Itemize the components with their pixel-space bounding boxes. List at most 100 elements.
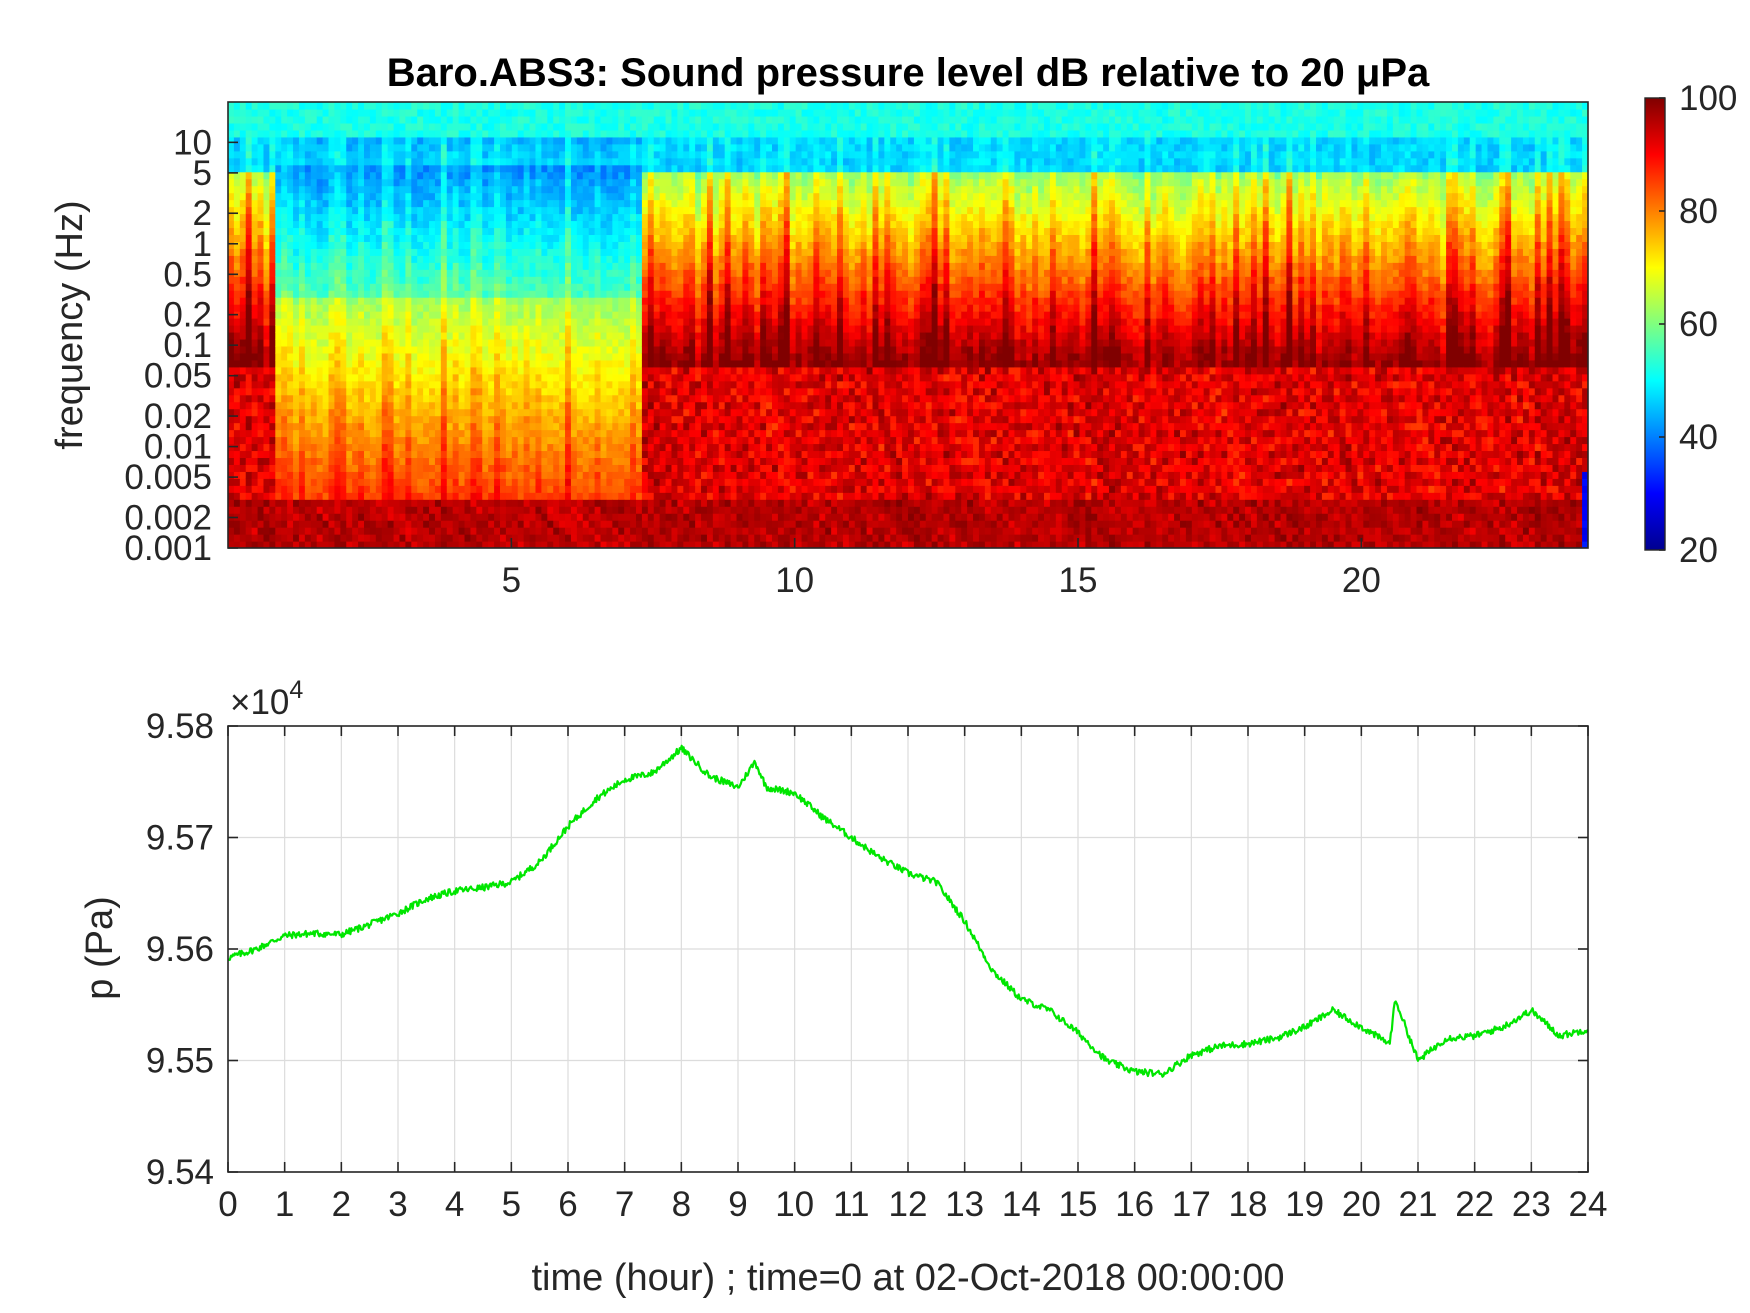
- heatmap-cell: [233, 213, 241, 222]
- heatmap-cell: [257, 373, 265, 382]
- heatmap-cell: [233, 115, 241, 124]
- heatmap-cell: [488, 122, 495, 131]
- heatmap-cell: [659, 262, 667, 270]
- heatmap-cell: [228, 108, 235, 117]
- heatmap-cell: [346, 387, 353, 396]
- heatmap-cell: [434, 492, 442, 500]
- heatmap-cell: [665, 443, 673, 452]
- heatmap-cell: [334, 478, 341, 486]
- heatmap-cell: [612, 220, 619, 229]
- heatmap-cell: [287, 143, 294, 152]
- heatmap-cell: [387, 290, 395, 298]
- heatmap-cell: [653, 492, 661, 500]
- heatmap-cell: [322, 262, 330, 270]
- heatmap-cell: [594, 352, 602, 361]
- heatmap-cell: [659, 192, 667, 201]
- heatmap-cell: [358, 220, 365, 229]
- heatmap-cell: [612, 415, 619, 424]
- heatmap-cell: [446, 102, 454, 110]
- heatmap-cell: [529, 102, 537, 110]
- heatmap-cell: [458, 283, 466, 291]
- heatmap-cell: [293, 527, 300, 535]
- heatmap-cell: [340, 115, 347, 124]
- heatmap-cell: [500, 331, 507, 340]
- heatmap-cell: [269, 157, 276, 166]
- heatmap-cell: [636, 331, 643, 340]
- heatmap-cell: [547, 394, 554, 403]
- heatmap-cell: [523, 478, 531, 486]
- heatmap-cell: [636, 485, 643, 493]
- heatmap-cell: [281, 506, 288, 514]
- heatmap-cell: [275, 171, 282, 180]
- heatmap-cell: [293, 380, 300, 389]
- heatmap-cell: [328, 136, 336, 145]
- heatmap-cell: [393, 401, 401, 410]
- heatmap-cell: [434, 520, 442, 528]
- heatmap-cell: [328, 262, 336, 270]
- heatmap-cell: [405, 311, 412, 319]
- heatmap-cell: [547, 331, 554, 340]
- heatmap-cell: [565, 325, 572, 333]
- heatmap-cell: [488, 143, 495, 152]
- heatmap-cell: [251, 506, 259, 514]
- heatmap-cell: [358, 311, 365, 319]
- heatmap-cell: [440, 394, 448, 403]
- heatmap-cell: [239, 387, 247, 396]
- heatmap-cell: [665, 255, 673, 263]
- heatmap-cell: [529, 192, 537, 201]
- heatmap-cell: [446, 401, 454, 410]
- heatmap-cell: [594, 457, 602, 465]
- heatmap-cell: [423, 122, 430, 131]
- heatmap-cell: [322, 311, 330, 319]
- heatmap-cell: [470, 283, 477, 291]
- heatmap-cell: [523, 115, 531, 124]
- heatmap-cell: [494, 499, 501, 507]
- heatmap-cell: [482, 213, 489, 222]
- heatmap-cell: [440, 171, 448, 180]
- heatmap-cell: [636, 213, 643, 222]
- heatmap-cell: [547, 297, 554, 305]
- heatmap-cell: [547, 485, 554, 493]
- heatmap-cell: [233, 227, 241, 236]
- heatmap-cell: [310, 248, 318, 256]
- heatmap-cell: [346, 429, 353, 438]
- heatmap-cell: [358, 115, 365, 124]
- heatmap-cell: [529, 443, 537, 452]
- heatmap-cell: [452, 192, 460, 201]
- heatmap-cell: [417, 178, 424, 187]
- heatmap-cell: [334, 366, 341, 375]
- heatmap-cell: [529, 359, 537, 368]
- heatmap-cell: [553, 143, 560, 152]
- heatmap-cell: [287, 185, 294, 194]
- heatmap-cell: [405, 283, 412, 291]
- heatmap-cell: [647, 290, 655, 298]
- heatmap-cell: [565, 464, 572, 472]
- heatmap-cell: [653, 478, 661, 486]
- heatmap-cell: [647, 276, 655, 284]
- heatmap-cell: [535, 241, 542, 249]
- heatmap-cell: [482, 227, 489, 236]
- heatmap-cell: [393, 311, 401, 319]
- heatmap-cell: [352, 115, 359, 124]
- heatmap-cell: [239, 401, 247, 410]
- heatmap-cell: [612, 136, 619, 145]
- heatmap-cell: [606, 157, 613, 166]
- heatmap-cell: [624, 485, 631, 493]
- heatmap-cell: [553, 248, 560, 256]
- heatmap-cell: [293, 102, 300, 110]
- heatmap-cell: [541, 408, 548, 417]
- heatmap-cell: [275, 443, 282, 452]
- heatmap-cell: [559, 422, 566, 431]
- heatmap-cell: [393, 255, 401, 263]
- heatmap-cell: [576, 387, 584, 396]
- heatmap-cell: [281, 527, 288, 535]
- heatmap-cell: [612, 304, 619, 312]
- heatmap-cell: [393, 485, 401, 493]
- heatmap-cell: [411, 297, 418, 305]
- heatmap-cell: [488, 213, 495, 222]
- heatmap-cell: [671, 520, 678, 528]
- heatmap-cell: [600, 122, 608, 131]
- heatmap-cell: [440, 359, 448, 368]
- heatmap-cell: [505, 499, 513, 507]
- heatmap-cell: [576, 499, 584, 507]
